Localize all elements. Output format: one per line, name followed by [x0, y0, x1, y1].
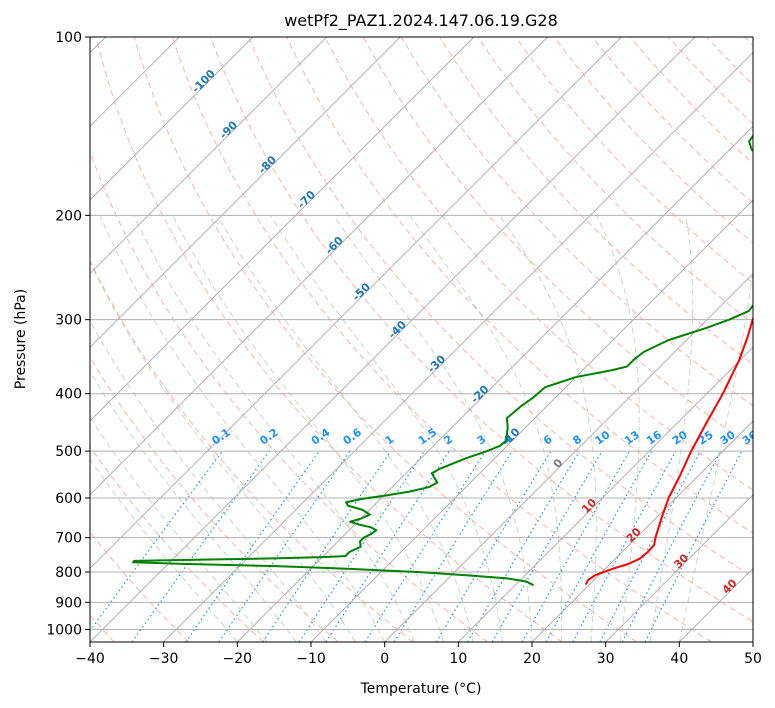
- x-tick-label: 40: [670, 651, 688, 667]
- moist-adiabat--20: [90, 458, 238, 642]
- y-tick-label: 1000: [46, 622, 82, 638]
- plot-area: -100-90-80-70-60-50-40-30-20-10010203040…: [90, 37, 753, 642]
- isotherm--20: [236, 125, 753, 642]
- moist-adiabat-40: [678, 265, 753, 642]
- y-tick-label: 900: [55, 595, 82, 611]
- isobar-gridlines: [90, 37, 753, 630]
- isotherm-0: [384, 272, 753, 642]
- x-tick-label: −10: [296, 651, 326, 667]
- mixing-ratio-line-3: [364, 450, 486, 642]
- isotherm--50: [90, 37, 622, 570]
- y-axis-label: Pressure (hPa): [13, 289, 29, 389]
- mixing-ratio-line-2: [325, 450, 450, 642]
- y-tick-label: 500: [55, 444, 82, 460]
- x-tick-label: 20: [523, 651, 541, 667]
- x-tick-label: −40: [75, 651, 105, 667]
- dry-adiabat-60: [248, 37, 753, 578]
- isotherm--90: [90, 37, 328, 275]
- mixing-ratio-line-8: [466, 450, 580, 642]
- mixing-ratio-line-25: [599, 450, 702, 642]
- y-tick-label: 100: [55, 30, 82, 46]
- moist-adiabat--4: [90, 260, 356, 642]
- isotherm-30: [605, 493, 753, 642]
- isotherm--30: [163, 51, 753, 642]
- moist-adiabat-28: [499, 215, 597, 642]
- dry-adiabat-20: [95, 37, 563, 642]
- mixing-ratio-line-20: [572, 450, 677, 642]
- y-axis-ticks: 1000 900 800 700 600 500 400 300 200 100: [46, 30, 90, 638]
- moist-adiabat-0: [99, 215, 386, 642]
- moist-adiabat-20: [333, 215, 533, 642]
- dry-adiabat-70: [286, 37, 753, 534]
- moist-adiabat-lines: [90, 215, 753, 642]
- isotherm-20: [531, 420, 753, 642]
- dry-adiabat-80: [324, 37, 753, 491]
- isotherm-lines: [90, 37, 753, 642]
- dry-adiabat-40: [171, 37, 712, 642]
- x-tick-label: −20: [223, 651, 253, 667]
- moist-adiabat-36: [649, 215, 694, 642]
- mixing-ratio-line-6: [435, 450, 552, 642]
- mixing-ratio-line-0.6: [218, 450, 351, 642]
- moist-adiabat--16: [90, 416, 268, 642]
- dry-adiabat-30: [133, 37, 638, 642]
- isotherm--10: [310, 199, 753, 642]
- mixing-ratio-line-0.4: [185, 450, 320, 642]
- dry-adiabat-130: [515, 37, 753, 284]
- moist-adiabat-24: [409, 215, 563, 642]
- y-tick-label: 300: [55, 313, 82, 329]
- moist-adiabat-16: [270, 215, 504, 642]
- x-tick-label: 0: [380, 651, 389, 667]
- dry-adiabat-50: [210, 37, 753, 623]
- isotherm--70: [90, 37, 475, 422]
- plot-frame: [89, 36, 754, 643]
- moist-adiabat-12: [217, 215, 474, 642]
- y-tick-label: 800: [55, 565, 82, 581]
- moist-adiabat--12: [90, 370, 297, 642]
- x-tick-label: 50: [744, 651, 762, 667]
- x-tick-label: 30: [597, 651, 615, 667]
- x-axis-label: Temperature (°C): [360, 681, 482, 697]
- dewpoint-line: [131, 134, 753, 587]
- x-axis-ticks: −40 −30 −20 −10 0 10 20 30 40 50: [75, 642, 762, 667]
- x-tick-label: 10: [449, 651, 467, 667]
- moist-adiabat-32: [596, 215, 640, 642]
- y-tick-label: 700: [55, 531, 82, 547]
- dry-adiabat--20: [90, 445, 264, 642]
- moist-adiabat--8: [90, 319, 327, 642]
- y-tick-label: 200: [55, 208, 82, 224]
- isotherm--40: [90, 37, 696, 642]
- dry-adiabat-0: [90, 259, 414, 642]
- y-tick-label: 400: [55, 387, 82, 403]
- isotherm--100: [90, 37, 254, 201]
- isotherm--60: [90, 37, 549, 496]
- x-tick-label: −30: [149, 651, 179, 667]
- y-tick-label: 600: [55, 491, 82, 507]
- chart-title: wetPf2_PAZ1.2024.147.06.19.G28: [284, 11, 558, 31]
- isotherm-10: [457, 346, 753, 642]
- mixing-ratio-line-1: [262, 450, 392, 642]
- isotherm--80: [90, 37, 401, 349]
- moist-adiabat-4: [133, 215, 415, 642]
- moist-adiabat-8: [172, 215, 445, 642]
